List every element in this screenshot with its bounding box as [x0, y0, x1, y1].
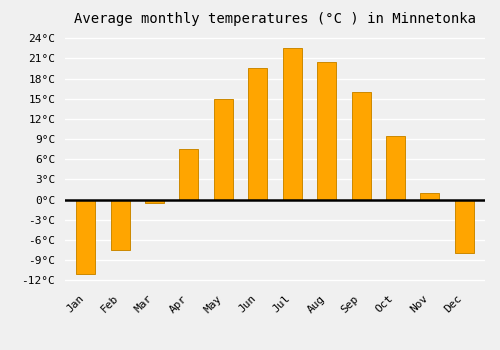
Bar — [145, 199, 164, 203]
Bar — [420, 193, 440, 200]
Bar — [386, 136, 405, 200]
Bar — [455, 199, 474, 253]
Bar — [214, 99, 233, 200]
Bar — [180, 149, 199, 199]
Bar — [352, 92, 370, 199]
Bar — [317, 62, 336, 199]
Bar — [76, 199, 95, 274]
Bar — [282, 48, 302, 200]
Bar — [110, 199, 130, 250]
Bar — [248, 69, 268, 200]
Title: Average monthly temperatures (°C ) in Minnetonka: Average monthly temperatures (°C ) in Mi… — [74, 12, 476, 26]
